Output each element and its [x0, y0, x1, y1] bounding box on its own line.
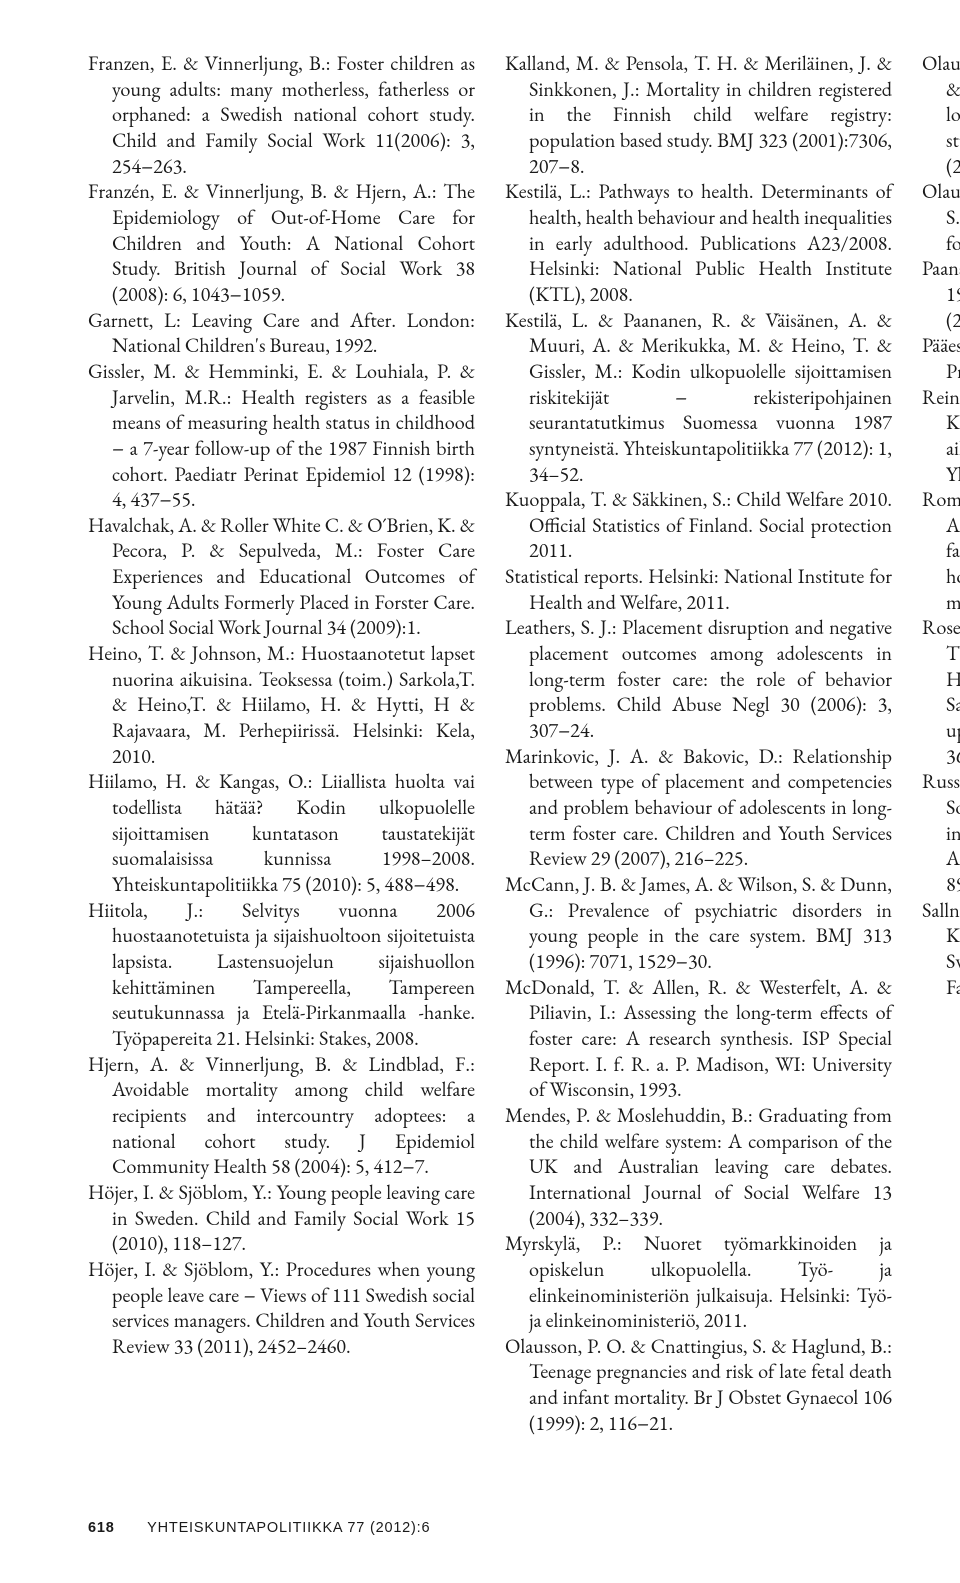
reference-entry: Hiitola, J.: Selvitys vuonna 2006 huosta… [88, 899, 475, 1053]
reference-entry: Franzén, E. & Vinnerljung, B. & Hjern, A… [88, 180, 475, 308]
reference-entry: Kestilä, L.: Pathways to health. Determi… [505, 180, 892, 308]
page-footer: 618 YHTEISKUNTAPOLITIIKKA 77 (2012):6 [0, 1519, 960, 1537]
reference-entry: Leathers, S. J.: Placement disruption an… [505, 616, 892, 744]
page: Franzen, E. & Vinnerljung, B.: Foster ch… [0, 0, 960, 1583]
reference-entry: McCann, J. B. & James, A. & Wilson, S. &… [505, 873, 892, 976]
reference-entry: Olausson, P. O. & Cnattingius, S. & Hagl… [505, 1335, 892, 1438]
running-head: YHTEISKUNTAPOLITIIKKA 77 (2012):6 [147, 1520, 430, 1536]
reference-entry: Paananen, R. & Gissler, M.: Cohort Profi… [922, 257, 960, 334]
reference-entry: Garnett, L: Leaving Care and After. Lond… [88, 309, 475, 360]
reference-entry: Höjer, I. & Sjöblom, Y.: Procedures when… [88, 1258, 475, 1361]
reference-entry: Kestilä, L. & Paananen, R. & Väisänen, A… [505, 309, 892, 489]
reference-entry: Pääesikunta: Terveystarkastusohje. Helsi… [922, 334, 960, 385]
reference-entry: Russell, M. V. & Taylor, B.: Adult Healt… [922, 770, 960, 898]
reference-entry: Gissler, M. & Hemminki, E. & Louhiala, P… [88, 360, 475, 514]
reference-entry: Statistical reports. Helsinki: National … [505, 565, 892, 616]
reference-entry: Kalland, M. & Pensola, T. H. & Meriläine… [505, 52, 892, 180]
reference-entry: Romelsjö, A. & Kaplan, G. A. & Cohen, R.… [922, 488, 960, 616]
reference-entry: Kuoppala, T. & Säkkinen, S.: Child Welfa… [505, 488, 892, 565]
reference-entry: Mendes, P. & Moslehuddin, B.: Graduating… [505, 1104, 892, 1232]
reference-entry: Olausson, P. O. & Haglund, B. & Weitoft,… [922, 52, 960, 180]
reference-entry: Myrskylä, P.: Nuoret työmarkkinoiden ja … [505, 1232, 892, 1335]
reference-entry: Heino, T. & Johnson, M.: Huostaanotetut … [88, 642, 475, 770]
reference-entry: Rosenfeld, A. A. & Pilowsky D. J. &Fine … [922, 616, 960, 770]
reference-entry: Sallnäs, M. & Vinnerljung, B. & Westerma… [922, 899, 960, 1002]
references-list: Franzen, E. & Vinnerljung, B.: Foster ch… [88, 52, 892, 1482]
reference-entry: Höjer, I. & Sjöblom, Y.: Young people le… [88, 1181, 475, 1258]
reference-entry: Havalchak, A. & Roller White C. & O´Brie… [88, 514, 475, 642]
reference-entry: McDonald, T. & Allen, R. & Westerfelt, A… [505, 976, 892, 1104]
page-number: 618 [88, 1520, 115, 1536]
reference-entry: Franzen, E. & Vinnerljung, B.: Foster ch… [88, 52, 475, 180]
reference-entry: Olausson, P. O. & Lichtenstein, P. & Cna… [922, 180, 960, 257]
reference-entry: Marinkovic, J. A. & Bakovic, D.: Relatio… [505, 745, 892, 873]
reference-entry: Reinikainen, S.: Nuorisokodista maailmal… [922, 386, 960, 489]
reference-entry: Hjern, A. & Vinnerljung, B. & Lindblad, … [88, 1053, 475, 1181]
reference-entry: Hiilamo, H. & Kangas, O.: Liiallista huo… [88, 770, 475, 898]
